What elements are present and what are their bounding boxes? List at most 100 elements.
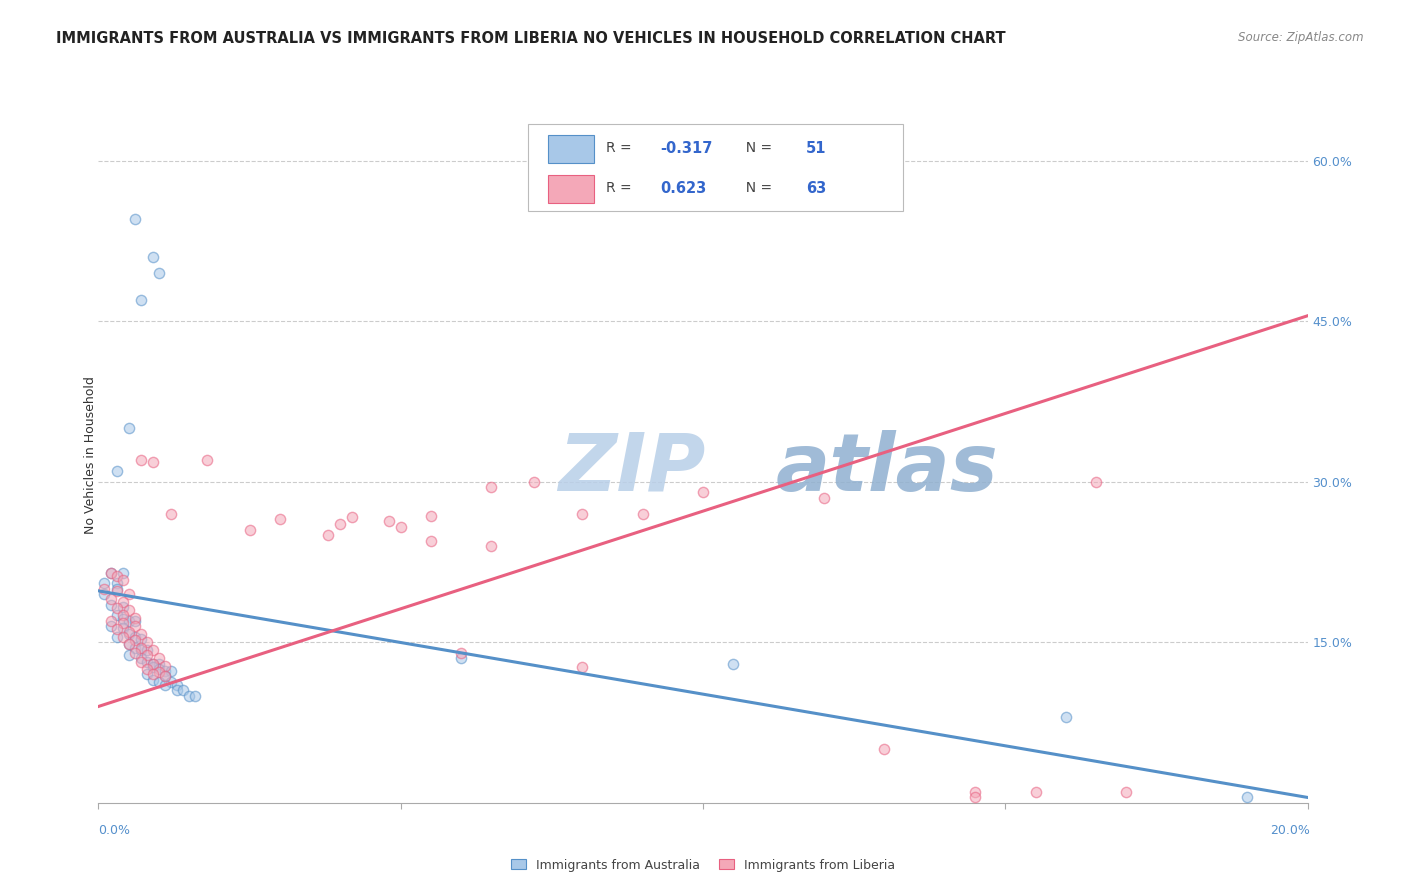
Point <box>124 646 146 660</box>
Point <box>111 612 134 626</box>
Point <box>124 633 146 648</box>
Point <box>111 630 134 644</box>
Point <box>124 610 146 624</box>
Point <box>142 455 165 469</box>
Point <box>105 623 128 637</box>
Point <box>571 660 593 674</box>
Point <box>142 667 165 681</box>
Point <box>105 576 128 591</box>
Point <box>571 507 593 521</box>
Point <box>142 660 165 674</box>
Point <box>118 587 141 601</box>
Point <box>129 453 152 467</box>
Point <box>105 582 128 596</box>
Point <box>153 669 176 683</box>
Point <box>129 651 152 665</box>
Point <box>813 491 835 505</box>
Text: 20.0%: 20.0% <box>1271 824 1310 837</box>
Point <box>111 594 134 608</box>
Point <box>124 630 146 644</box>
Point <box>111 566 134 580</box>
Point <box>239 523 262 537</box>
Point <box>692 485 714 500</box>
FancyBboxPatch shape <box>548 135 595 163</box>
Text: N =: N = <box>737 141 776 155</box>
Point <box>111 615 134 630</box>
Point <box>111 621 134 635</box>
Point <box>129 626 152 640</box>
Point <box>316 528 339 542</box>
Point <box>129 632 152 646</box>
Point <box>135 648 157 662</box>
Point <box>1024 785 1046 799</box>
Point <box>1054 710 1077 724</box>
FancyBboxPatch shape <box>548 175 595 202</box>
Point <box>377 514 399 528</box>
Point <box>118 648 141 662</box>
Point <box>523 475 546 489</box>
Point <box>721 657 744 671</box>
Point <box>148 651 170 665</box>
Point <box>631 507 654 521</box>
Point <box>111 608 134 623</box>
Point <box>419 508 441 523</box>
Point <box>100 566 122 580</box>
Point <box>873 742 896 756</box>
Legend: Immigrants from Australia, Immigrants from Liberia: Immigrants from Australia, Immigrants fr… <box>506 854 900 877</box>
Point <box>148 674 170 689</box>
Text: 63: 63 <box>806 181 827 195</box>
Point <box>118 637 141 651</box>
Point <box>93 582 115 596</box>
Point <box>135 642 157 657</box>
Point <box>1085 475 1108 489</box>
FancyBboxPatch shape <box>527 124 903 211</box>
Text: atlas: atlas <box>776 430 998 508</box>
Point <box>160 664 183 678</box>
Point <box>142 642 165 657</box>
Point <box>481 539 503 553</box>
Point <box>135 635 157 649</box>
Text: 0.623: 0.623 <box>661 181 707 195</box>
Point <box>1115 785 1137 799</box>
Point <box>124 212 146 227</box>
Text: -0.317: -0.317 <box>661 141 713 156</box>
Point <box>166 683 188 698</box>
Point <box>105 630 128 644</box>
Point <box>160 674 183 689</box>
Point <box>450 646 472 660</box>
Point <box>965 785 987 799</box>
Point <box>100 592 122 607</box>
Point <box>100 614 122 628</box>
Point <box>124 614 146 628</box>
Point <box>148 665 170 680</box>
Text: R =: R = <box>606 181 637 195</box>
Point <box>184 689 207 703</box>
Point <box>118 637 141 651</box>
Point <box>142 673 165 687</box>
Point <box>148 657 170 671</box>
Point <box>129 642 152 657</box>
Point <box>153 678 176 692</box>
Y-axis label: No Vehicles in Household: No Vehicles in Household <box>83 376 97 533</box>
Point <box>965 790 987 805</box>
Point <box>195 453 218 467</box>
Point <box>160 507 183 521</box>
Point <box>129 640 152 655</box>
Point <box>172 683 194 698</box>
Point <box>129 293 152 307</box>
Point <box>269 512 291 526</box>
Point <box>100 598 122 612</box>
Point <box>118 624 141 639</box>
Point <box>329 517 352 532</box>
Point <box>105 601 128 615</box>
Point <box>124 640 146 655</box>
Point <box>148 662 170 676</box>
Point <box>93 587 115 601</box>
Text: R =: R = <box>606 141 637 155</box>
Point <box>118 603 141 617</box>
Point <box>1236 790 1258 805</box>
Text: ZIP: ZIP <box>558 430 706 508</box>
Point <box>105 608 128 623</box>
Point <box>100 619 122 633</box>
Point <box>105 583 128 598</box>
